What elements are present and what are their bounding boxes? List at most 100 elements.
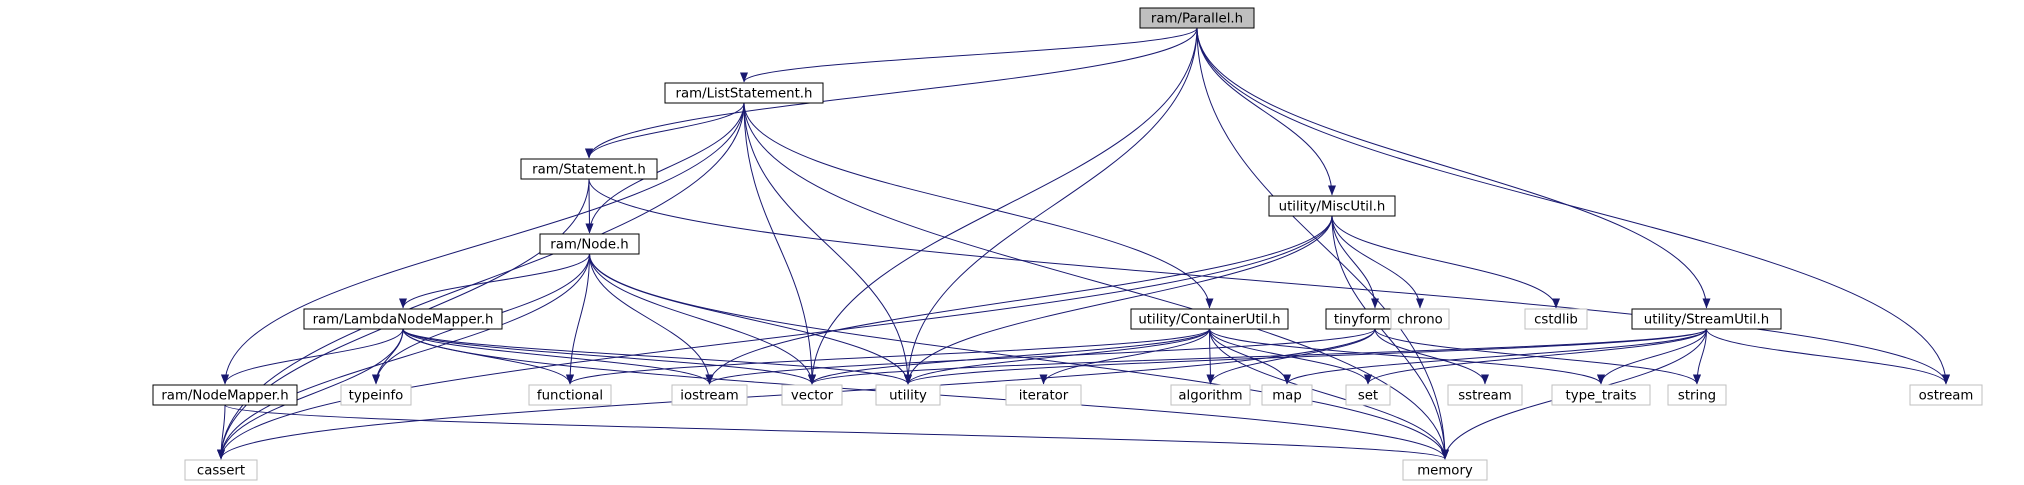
- edge-streamutil-to-string: [1693, 328, 1707, 385]
- edge-streamutil-to-type_traits: [1597, 328, 1707, 385]
- node-node[interactable]: ram/Node.h: [539, 233, 640, 255]
- node-streamutil[interactable]: utility/StreamUtil.h: [1631, 308, 1782, 330]
- edge-streamutil-to-ostream: [1706, 328, 1950, 385]
- edge-parallel-to-ostream: [1196, 27, 1950, 385]
- edge-node-to-functional: [566, 253, 590, 385]
- edge-lambdanodemapper-to-nodemapper: [221, 328, 404, 385]
- node-vector-label: vector: [791, 389, 834, 404]
- edge-lambdanodemapper-to-typeinfo: [372, 328, 404, 385]
- node-memory-box: [1402, 459, 1488, 481]
- edge-liststatement-to-nodemapper: [221, 102, 745, 385]
- node-type_traits-label: type_traits: [1565, 389, 1636, 404]
- edge-parallel-to-vector: [808, 27, 1198, 385]
- node-iostream-label: iostream: [680, 389, 738, 404]
- node-ostream-label: ostream: [1919, 389, 1974, 404]
- edge-node-to-cassert: [217, 253, 590, 460]
- edge-nodemapper-to-memory: [224, 404, 1449, 460]
- node-lambdanodemapper[interactable]: ram/LambdaNodeMapper.h: [303, 308, 503, 330]
- node-lambdanodemapper-box: [303, 308, 503, 330]
- node-iostream-box: [671, 384, 748, 406]
- node-functional-box: [528, 384, 612, 406]
- node-cstdlib-label: cstdlib: [1534, 313, 1578, 328]
- node-vector-box: [781, 384, 843, 406]
- edge-lambdanodemapper-to-cassert: [217, 328, 404, 460]
- edge-streamutil-to-vector: [808, 328, 1707, 385]
- node-parallel-label: ram/Parallel.h: [1151, 12, 1243, 27]
- node-vector: vector: [781, 384, 843, 406]
- edge-statement-to-ostream: [588, 178, 1950, 385]
- edge-liststatement-to-node: [585, 102, 745, 234]
- node-string: string: [1667, 384, 1727, 406]
- edge-containerutil-to-algorithm: [1206, 328, 1215, 385]
- edge-containerutil-to-set: [1209, 328, 1372, 385]
- edge-lambdanodemapper-to-iostream: [402, 328, 714, 385]
- node-type_traits: type_traits: [1551, 384, 1651, 406]
- node-type_traits-box: [1551, 384, 1651, 406]
- edge-streamutil-to-utility: [904, 328, 1707, 385]
- node-cstdlib-box: [1524, 308, 1588, 330]
- node-ostream: ostream: [1909, 384, 1983, 406]
- edge-lambdanodemapper-to-vector: [402, 328, 816, 385]
- node-ostream-box: [1909, 384, 1983, 406]
- edge-lambdanodemapper-to-utility: [402, 328, 912, 385]
- node-sstream-box: [1447, 384, 1523, 406]
- node-nodemapper[interactable]: ram/NodeMapper.h: [152, 384, 298, 406]
- node-cstdlib: cstdlib: [1524, 308, 1588, 330]
- node-parallel[interactable]: ram/Parallel.h: [1139, 7, 1255, 29]
- node-set-label: set: [1358, 389, 1378, 404]
- node-miscutil-label: utility/MiscUtil.h: [1279, 200, 1386, 215]
- node-statement-label: ram/Statement.h: [532, 163, 646, 178]
- node-map: map: [1261, 384, 1313, 406]
- node-sstream: sstream: [1447, 384, 1523, 406]
- node-miscutil-box: [1268, 195, 1396, 217]
- node-nodemapper-box: [152, 384, 298, 406]
- edge-parallel-to-utility: [904, 27, 1198, 385]
- edge-streamutil-to-map: [1283, 328, 1707, 385]
- edge-containerutil-to-utility: [904, 328, 1210, 385]
- edge-miscutil-to-cstdlib: [1331, 215, 1560, 309]
- node-cassert-box: [184, 459, 258, 481]
- node-string-label: string: [1678, 389, 1716, 404]
- node-functional: functional: [528, 384, 612, 406]
- node-nodemapper-label: ram/NodeMapper.h: [161, 389, 288, 404]
- node-liststatement[interactable]: ram/ListStatement.h: [664, 82, 824, 104]
- node-statement[interactable]: ram/Statement.h: [520, 158, 658, 180]
- node-typeinfo: typeinfo: [340, 384, 412, 406]
- edge-containerutil-to-type_traits: [1209, 328, 1605, 385]
- node-algorithm-box: [1170, 384, 1251, 406]
- edge-tinyformat-to-algorithm: [1206, 328, 1376, 385]
- edge-tinyformat-to-iostream: [705, 328, 1376, 385]
- node-miscutil[interactable]: utility/MiscUtil.h: [1268, 195, 1396, 217]
- node-chrono-box: [1390, 308, 1450, 330]
- edge-node-to-iostream: [589, 253, 714, 385]
- node-chrono: chrono: [1390, 308, 1450, 330]
- edge-liststatement-to-vector: [743, 102, 816, 385]
- node-map-box: [1261, 384, 1313, 406]
- edge-parallel-to-statement: [585, 27, 1198, 159]
- node-cassert: cassert: [184, 459, 258, 481]
- node-algorithm: algorithm: [1170, 384, 1251, 406]
- node-iterator-box: [1005, 384, 1082, 406]
- edge-streamutil-to-set: [1364, 328, 1707, 385]
- node-typeinfo-box: [340, 384, 412, 406]
- edge-miscutil-to-iostream: [705, 215, 1333, 385]
- node-streamutil-label: utility/StreamUtil.h: [1644, 313, 1769, 328]
- edge-miscutil-to-chrono: [1331, 215, 1424, 309]
- node-memory: memory: [1402, 459, 1488, 481]
- edge-miscutil-to-cassert: [217, 215, 1333, 460]
- edge-node-to-utility: [589, 253, 912, 385]
- node-containerutil-label: utility/ContainerUtil.h: [1138, 313, 1280, 328]
- node-statement-box: [520, 158, 658, 180]
- node-iostream: iostream: [671, 384, 748, 406]
- node-parallel-box: [1139, 7, 1255, 29]
- node-node-box: [539, 233, 640, 255]
- edge-node-to-lambdanodemapper: [399, 253, 590, 309]
- node-containerutil[interactable]: utility/ContainerUtil.h: [1130, 308, 1289, 330]
- node-functional-label: functional: [537, 389, 603, 404]
- edge-parallel-to-miscutil: [1196, 27, 1336, 196]
- edge-liststatement-to-memory: [743, 102, 1449, 460]
- edge-lambdanodemapper-to-functional: [402, 328, 574, 385]
- node-set-box: [1345, 384, 1391, 406]
- node-liststatement-label: ram/ListStatement.h: [676, 87, 813, 102]
